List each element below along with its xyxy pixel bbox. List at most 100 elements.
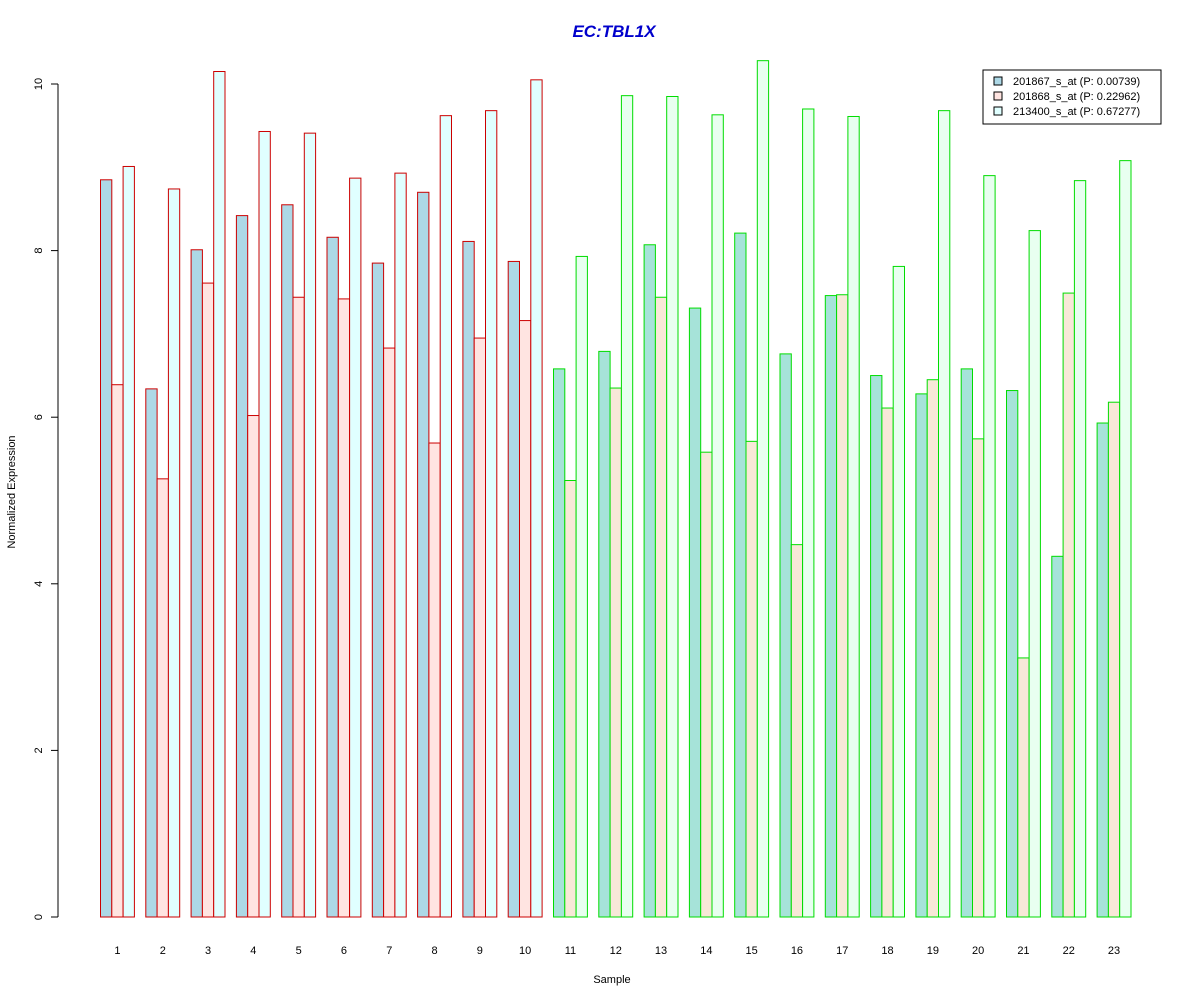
bar-sample-5-series-3	[303, 132, 317, 918]
x-tick-label: 22	[1063, 945, 1075, 957]
x-tick-label: 13	[655, 945, 667, 957]
bars-group	[100, 60, 1132, 918]
bar-sample-19-series-2	[926, 379, 940, 918]
bar-sample-1-series-1	[100, 179, 113, 918]
x-tick-label: 18	[881, 945, 893, 957]
bar-sample-6-series-3	[349, 177, 362, 918]
x-tick-label: 17	[836, 945, 848, 957]
bar-sample-20-series-1	[960, 368, 974, 918]
bar-sample-5-series-2	[292, 296, 305, 918]
bar-sample-22-series-2	[1062, 292, 1075, 918]
bar-sample-18-series-3	[892, 265, 906, 918]
bar-sample-14-series-2	[700, 451, 713, 918]
x-tick-label: 16	[791, 945, 803, 957]
bar-sample-13-series-1	[643, 244, 656, 918]
bar-sample-11-series-2	[564, 480, 577, 918]
bar-sample-10-series-3	[530, 79, 543, 918]
x-tick-label: 11	[565, 945, 576, 957]
bar-sample-22-series-3	[1073, 180, 1087, 918]
x-tick-label: 12	[610, 945, 622, 957]
bar-sample-14-series-1	[688, 307, 702, 918]
bar-sample-11-series-3	[575, 255, 588, 918]
bar-sample-16-series-3	[802, 108, 815, 918]
bar-sample-23-series-1	[1096, 422, 1109, 918]
bar-sample-13-series-3	[666, 95, 679, 918]
bar-sample-7-series-1	[371, 262, 385, 918]
bar-sample-7-series-3	[394, 172, 407, 918]
bar-sample-13-series-2	[654, 296, 668, 918]
bar-sample-20-series-3	[983, 175, 996, 918]
x-axis-label: Sample	[593, 974, 630, 986]
bar-sample-2-series-3	[167, 188, 181, 918]
bar-sample-20-series-2	[972, 438, 985, 918]
bar-sample-10-series-1	[507, 260, 521, 918]
bar-sample-8-series-2	[428, 442, 441, 918]
x-tick-label: 14	[700, 945, 712, 957]
bar-sample-12-series-2	[609, 387, 622, 918]
bar-sample-14-series-3	[711, 114, 724, 918]
x-tick-label: 1	[114, 945, 120, 957]
bar-sample-4-series-1	[235, 215, 249, 918]
y-tick-label: 6	[33, 414, 45, 420]
bar-sample-3-series-1	[190, 249, 203, 918]
bar-sample-6-series-2	[337, 298, 351, 918]
y-tick-label: 8	[33, 248, 45, 254]
y-axis: 0 2 4 6 8 10	[33, 78, 59, 920]
bar-sample-18-series-2	[881, 407, 894, 918]
bar-sample-19-series-3	[938, 110, 951, 918]
bar-sample-6-series-1	[326, 236, 339, 918]
chart-title: EC:TBL1X	[572, 22, 657, 41]
bar-sample-7-series-2	[383, 347, 396, 918]
y-tick-label: 0	[33, 914, 45, 920]
legend-entry-1: 201867_s_at (P: 0.00739)	[1013, 76, 1140, 88]
bar-sample-12-series-3	[620, 95, 634, 918]
legend-entry-2: 201868_s_at (P: 0.22962)	[1013, 91, 1140, 103]
bar-sample-15-series-2	[745, 440, 758, 918]
legend-swatch-3	[993, 106, 1003, 116]
bar-sample-21-series-3	[1028, 230, 1041, 918]
x-tick-label: 7	[386, 945, 392, 957]
y-tick-label: 10	[33, 78, 45, 90]
legend-swatch-2	[993, 91, 1003, 101]
bar-sample-23-series-3	[1119, 160, 1132, 918]
x-tick-label: 20	[972, 945, 984, 957]
bar-sample-15-series-3	[756, 60, 770, 918]
bar-sample-8-series-1	[417, 191, 430, 918]
bar-sample-5-series-1	[281, 204, 294, 918]
bar-sample-16-series-2	[790, 544, 804, 918]
bar-sample-1-series-3	[122, 165, 135, 918]
bar-sample-22-series-1	[1051, 555, 1064, 918]
bar-sample-21-series-2	[1017, 657, 1030, 918]
legend-box	[982, 69, 1162, 125]
y-tick-label: 2	[33, 747, 45, 753]
bar-sample-16-series-1	[779, 353, 792, 918]
bar-sample-12-series-1	[598, 350, 611, 918]
bar-sample-17-series-3	[847, 115, 860, 918]
bar-sample-15-series-1	[734, 232, 747, 918]
bar-sample-17-series-1	[824, 295, 838, 918]
bar-sample-10-series-2	[519, 320, 532, 918]
legend: 201867_s_at (P: 0.00739) 201868_s_at (P: …	[982, 69, 1162, 125]
bar-sample-9-series-2	[473, 337, 487, 918]
bar-sample-18-series-1	[870, 375, 883, 918]
bar-sample-2-series-1	[145, 388, 158, 918]
y-axis-label: Normalized Expression	[6, 435, 18, 548]
x-tick-label: 6	[341, 945, 347, 957]
bar-sample-19-series-1	[915, 393, 928, 918]
bar-sample-9-series-3	[485, 110, 498, 918]
x-tick-label: 3	[205, 945, 211, 957]
x-tick-label: 21	[1017, 945, 1029, 957]
bar-sample-4-series-2	[247, 415, 260, 918]
bar-sample-8-series-3	[439, 115, 453, 918]
y-tick-label: 4	[33, 581, 45, 587]
bar-sample-23-series-2	[1107, 401, 1121, 918]
x-tick-label: 23	[1108, 945, 1120, 957]
legend-entry-3: 213400_s_at (P: 0.67277)	[1013, 106, 1140, 118]
legend-swatch-1	[993, 76, 1003, 86]
bar-sample-2-series-2	[156, 478, 169, 918]
bar-sample-11-series-1	[553, 368, 566, 918]
x-tick-label: 10	[519, 945, 531, 957]
bar-sample-3-series-2	[201, 282, 215, 918]
bar-sample-1-series-2	[111, 384, 124, 918]
